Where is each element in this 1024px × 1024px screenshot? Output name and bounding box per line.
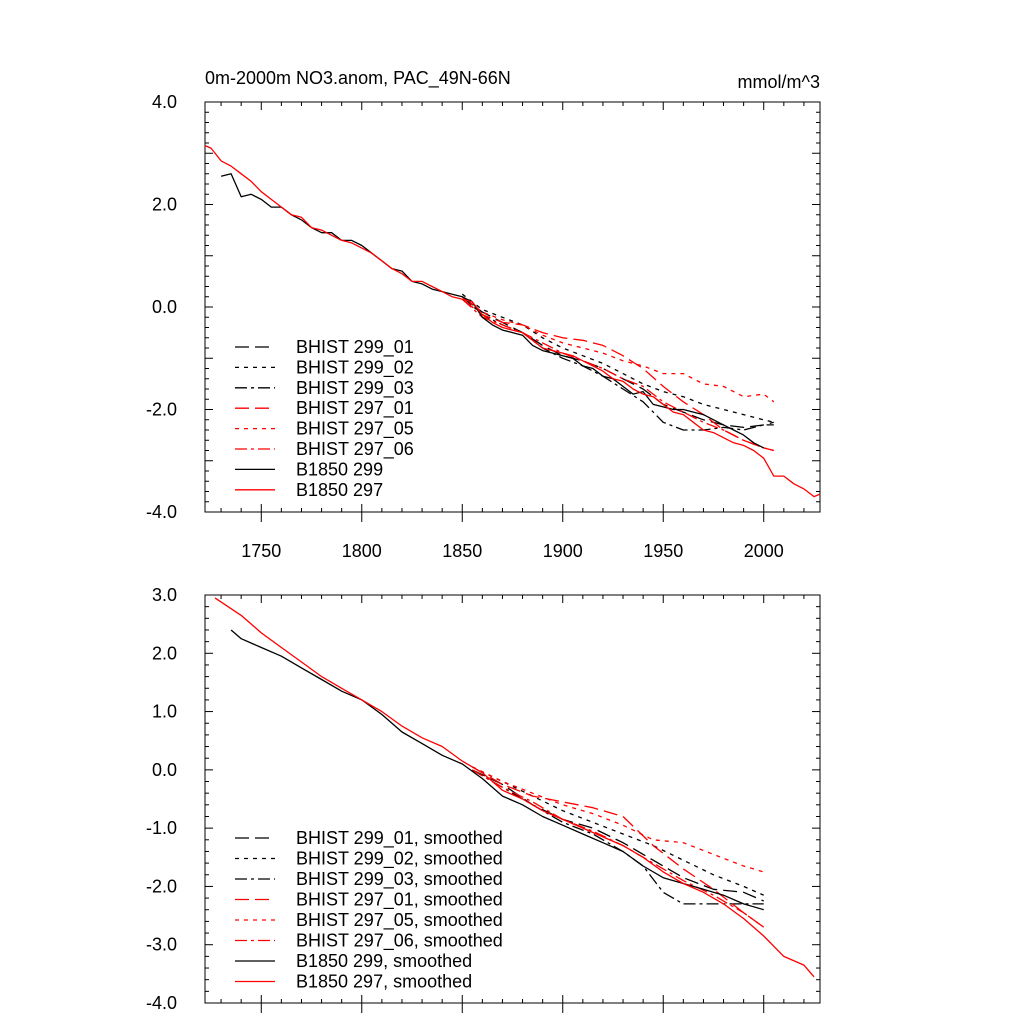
legend-label: BHIST 299_02, smoothed xyxy=(296,849,503,870)
y-tick-label: -4.0 xyxy=(146,993,177,1013)
y-tick-label: -2.0 xyxy=(146,400,177,420)
x-tick-label: 1950 xyxy=(643,541,683,561)
legend-label: BHIST 299_03, smoothed xyxy=(296,869,503,890)
y-tick-label: 4.0 xyxy=(152,92,177,112)
legend-label: BHIST 297_06 xyxy=(296,439,414,460)
x-tick-label: 1850 xyxy=(442,541,482,561)
legend-label: BHIST 297_01 xyxy=(296,398,414,419)
legend-label: BHIST 297_05, smoothed xyxy=(296,910,503,931)
y-tick-label: -1.0 xyxy=(146,818,177,838)
series-line-8 xyxy=(204,145,821,498)
top-panel-units: mmol/m^3 xyxy=(738,72,820,92)
y-tick-label: 0.0 xyxy=(152,760,177,780)
y-tick-label: -2.0 xyxy=(146,876,177,896)
y-tick-label: 3.0 xyxy=(152,585,177,605)
x-tick-label: 1900 xyxy=(543,541,583,561)
legend-label: BHIST 297_01, smoothed xyxy=(296,890,503,911)
y-tick-label: -3.0 xyxy=(146,935,177,955)
series-line-5 xyxy=(461,296,775,403)
y-tick-label: 1.0 xyxy=(152,702,177,722)
top-panel: 0m-2000m NO3.anom, PAC_49N-66N mmol/m^3 … xyxy=(146,68,821,561)
legend-label: B1850 297 xyxy=(296,480,383,500)
x-tick-label: 1800 xyxy=(342,541,382,561)
legend-label: BHIST 299_03 xyxy=(296,378,414,399)
series-line-4 xyxy=(471,766,765,928)
series-line-2 xyxy=(472,766,764,896)
bottom-panel: 3.0 2.0 1.0 0.0 -1.0 -2.0 -3.0 -4.0 BHIST 299_0… xyxy=(146,585,821,1013)
y-tick-label: 2.0 xyxy=(152,195,177,215)
series-line-1 xyxy=(461,296,774,429)
bottom-plot-frame xyxy=(204,594,821,1004)
series-line-1 xyxy=(472,769,764,902)
bottom-series-lines xyxy=(214,597,815,978)
y-tick-label: 0.0 xyxy=(152,297,177,317)
top-series-lines xyxy=(204,145,821,498)
legend-label: B1850 297, smoothed xyxy=(296,972,472,992)
series-line-2 xyxy=(461,293,774,423)
x-tick-label: 2000 xyxy=(744,541,784,561)
legend-label: BHIST 299_02 xyxy=(296,357,414,378)
bottom-axis-ticks: 3.0 2.0 1.0 0.0 -1.0 -2.0 -3.0 -4.0 xyxy=(146,585,820,1013)
top-panel-title: 0m-2000m NO3.anom, PAC_49N-66N xyxy=(205,68,511,89)
legend-label: BHIST 297_05 xyxy=(296,419,414,440)
legend-label: BHIST 299_01 xyxy=(296,337,414,358)
y-tick-label: -4.0 xyxy=(146,502,177,522)
y-tick-label: 2.0 xyxy=(152,643,177,663)
series-line-6 xyxy=(461,298,774,452)
legend-label: B1850 299 xyxy=(296,459,383,479)
legend-label: B1850 299, smoothed xyxy=(296,951,472,971)
series-line-5 xyxy=(472,766,764,873)
legend-label: BHIST 297_06, smoothed xyxy=(296,931,503,952)
top-axis-ticks: 4.0 2.0 0.0 -2.0 -4.0 1750 1800 1850 1900 1950 200… xyxy=(146,92,820,561)
legend-label: BHIST 299_01, smoothed xyxy=(296,828,503,849)
series-line-7 xyxy=(230,629,764,911)
series-line-8 xyxy=(214,597,815,978)
x-tick-label: 1750 xyxy=(241,541,281,561)
